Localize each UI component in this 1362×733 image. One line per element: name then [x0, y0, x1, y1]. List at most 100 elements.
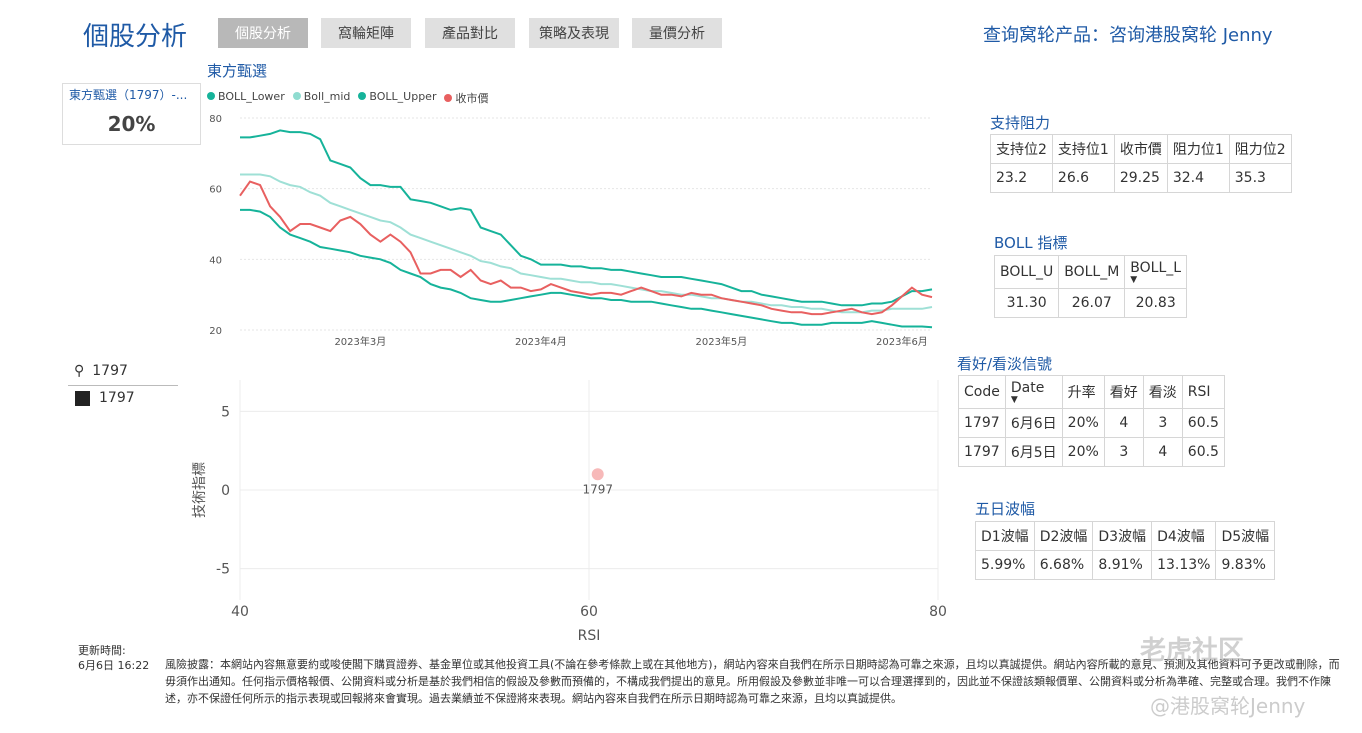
y-tick-label: -5 [216, 562, 230, 578]
x-tick-label: 60 [580, 604, 598, 620]
checkbox[interactable] [75, 390, 90, 406]
slicer-search[interactable]: ⚲ 1797 [68, 363, 178, 386]
legend-label: 收市價 [455, 92, 489, 105]
table-row[interactable]: 1797 6月5日 20% 3 4 60.5 [958, 437, 1225, 467]
cell: 60.5 [1181, 408, 1225, 438]
bollinger-line-chart[interactable]: 20 40 60 80 2023年3月 2023年4月 2023年5月 2023年6月 [200, 108, 940, 353]
wave-header: D5波幅 [1215, 521, 1276, 551]
tab-volume-price[interactable]: 量價分析 [632, 18, 722, 48]
x-tick-label: 2023年5月 [695, 335, 747, 348]
signal-header-label: Date [1010, 380, 1045, 396]
signal-header: 看好 [1103, 375, 1144, 409]
signal-table: Code Date ▼ 升率 看好 看淡 RSI 1797 6月6日 20% 4 … [958, 375, 1225, 467]
support-value: 32.4 [1166, 163, 1230, 193]
cell: 6月6日 [1004, 408, 1063, 438]
wave-header: D3波幅 [1092, 521, 1153, 551]
support-header: 支持位2 [990, 134, 1053, 164]
legend-item: BOLL_Lower [207, 90, 285, 106]
support-title: 支持阻力 [990, 114, 1051, 132]
legend-label: Boll_mid [303, 90, 351, 103]
disclaimer-text: 風險披露：本網站內容無意要約或唆使閣下購買證券、基金單位或其他投資工具(不論在參… [165, 658, 1340, 705]
y-tick-label: 60 [209, 185, 222, 196]
cell: 3 [1142, 408, 1183, 438]
legend-dot [207, 92, 215, 100]
boll-header-sorted[interactable]: BOLL_L ▼ [1124, 255, 1188, 289]
y-tick-label: 80 [209, 114, 222, 125]
signal-header: RSI [1181, 375, 1225, 409]
wave-value: 13.13% [1151, 550, 1217, 580]
x-tick-label: 2023年4月 [515, 335, 567, 348]
table-row[interactable]: 1797 6月6日 20% 4 3 60.5 [958, 408, 1225, 438]
search-input[interactable]: 1797 [92, 363, 128, 379]
x-tick-label: 2023年6月 [876, 335, 928, 348]
tab-stock-analysis[interactable]: 個股分析 [218, 18, 308, 48]
tab-strategy[interactable]: 策略及表現 [529, 18, 619, 48]
series-line-boll-upper [240, 129, 933, 307]
slicer-item-label: 1797 [99, 390, 135, 406]
y-tick-label: 20 [209, 326, 222, 337]
boll-title: BOLL 指標 [994, 234, 1068, 252]
wave-value: 6.68% [1033, 550, 1094, 580]
line-chart-legend: BOLL_Lower Boll_mid BOLL_Upper 收市價 [207, 90, 488, 106]
x-tick-label: 40 [231, 604, 249, 620]
series-line-boll-mid [240, 173, 933, 314]
page-title: 個股分析 [83, 22, 188, 52]
series-line-close [239, 180, 933, 316]
watermark-author: @港股窝轮Jenny [1150, 694, 1306, 718]
kpi-value: 20% [107, 112, 156, 136]
kpi-card: 東方甄選（1797）-... 20% [62, 83, 201, 145]
boll-value: 31.30 [993, 288, 1060, 318]
legend-dot [358, 92, 367, 100]
y-tick-label: 5 [221, 404, 230, 420]
wave-value: 8.91% [1092, 550, 1153, 580]
legend-dot [292, 92, 301, 100]
wave-value: 5.99% [975, 550, 1035, 580]
wave-header: D1波幅 [975, 521, 1035, 551]
cell: 60.5 [1181, 437, 1225, 467]
sort-down-icon: ▼ [1010, 395, 1018, 405]
cell: 1797 [958, 408, 1006, 438]
y-axis-title: 技術指標 [192, 462, 208, 518]
cell: 6月5日 [1004, 437, 1063, 467]
boll-header: BOLL_U [993, 255, 1060, 289]
legend-label: BOLL_Upper [369, 90, 437, 103]
signal-header-sorted[interactable]: Date ▼ [1004, 375, 1063, 409]
kpi-label: 東方甄選（1797）-... [69, 88, 188, 102]
tab-warrant-matrix[interactable]: 窩輪矩陣 [321, 18, 411, 48]
sort-down-icon: ▼ [1130, 275, 1138, 285]
boll-value: 26.07 [1058, 288, 1126, 318]
search-icon: ⚲ [74, 363, 85, 379]
signal-header: 升率 [1061, 375, 1105, 409]
boll-header-label: BOLL_L [1130, 260, 1182, 276]
slicer-item-1797[interactable]: 1797 [75, 390, 135, 406]
cell: 4 [1103, 408, 1144, 438]
support-table: 支持位2 支持位1 收市價 阻力位1 阻力位2 23.2 26.6 29.25 … [990, 134, 1292, 193]
tab-product-compare[interactable]: 產品對比 [425, 18, 515, 48]
cell: 20% [1061, 408, 1105, 438]
legend-item: BOLL_Upper [358, 90, 436, 106]
wave-header: D4波幅 [1151, 521, 1217, 551]
boll-header: BOLL_M [1058, 255, 1126, 289]
legend-item: Boll_mid [292, 90, 351, 106]
query-link[interactable]: 查询窝轮产品：咨询港股窝轮 Jenny [983, 25, 1273, 46]
wave-header: D2波幅 [1033, 521, 1094, 551]
legend-dot [444, 94, 453, 102]
support-header: 阻力位2 [1228, 134, 1292, 164]
wave-value: 9.83% [1215, 550, 1276, 580]
support-header: 阻力位1 [1166, 134, 1230, 164]
cell: 1797 [958, 437, 1006, 467]
point-label: 1797 [582, 482, 613, 496]
legend-item: 收市價 [444, 90, 488, 106]
cell: 20% [1061, 437, 1105, 467]
cell: 3 [1103, 437, 1144, 467]
x-axis-title: RSI [578, 628, 601, 644]
support-header: 支持位1 [1051, 134, 1115, 164]
legend-label: BOLL_Lower [218, 90, 285, 103]
signal-header: 看淡 [1142, 375, 1183, 409]
support-header: 收市價 [1113, 134, 1168, 164]
rsi-scatter-chart[interactable]: 5 0 -5 40 60 80 RSI 技術指標 1797 [180, 370, 960, 650]
update-value: 6月6日 16:22 [78, 659, 150, 672]
boll-value: 20.83 [1124, 288, 1188, 318]
line-chart-title: 東方甄選 [207, 62, 268, 80]
y-tick-label: 40 [209, 255, 222, 266]
